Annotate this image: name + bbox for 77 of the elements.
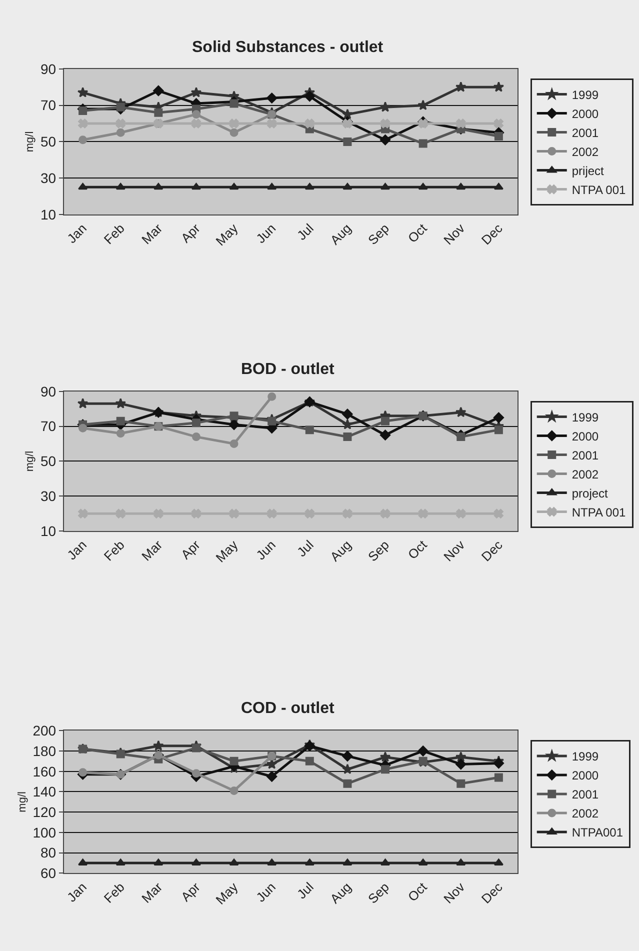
legend-label: project	[572, 486, 609, 500]
y-tick-label: 140	[32, 784, 56, 800]
x-tick-label: Oct	[404, 220, 430, 246]
x-tick-label: Aug	[327, 220, 354, 248]
x-tick-label: Oct	[404, 536, 430, 562]
x-tick-label: Nov	[440, 879, 468, 906]
legend-label: 2001	[572, 126, 599, 140]
y-tick-label: 100	[32, 824, 56, 840]
legend-label: 1999	[572, 750, 599, 764]
x-tick-label: Aug	[327, 537, 354, 564]
y-tick-label: 180	[32, 742, 56, 759]
legend-label: 2002	[572, 467, 599, 482]
y-tick-label: 200	[32, 722, 56, 739]
legend-label: 2002	[572, 806, 599, 821]
y-tick-label: 70	[40, 97, 56, 114]
x-tick-label: Jul	[294, 879, 316, 902]
y-tick-label: 120	[32, 804, 56, 820]
y-tick-label: 10	[40, 522, 56, 539]
x-tick-label: May	[212, 536, 242, 566]
x-tick-label: Dec	[478, 879, 506, 906]
x-tick-label: May	[212, 220, 242, 249]
y-tick-label: 30	[40, 170, 56, 186]
chart-title: COD - outlet	[241, 700, 335, 717]
legend-label: NTPA 001	[572, 182, 626, 197]
legend-label: NTPA 001	[572, 505, 626, 520]
legend-label: priject	[572, 164, 605, 178]
legend-label: 2000	[572, 429, 599, 444]
x-tick-label: Jul	[294, 220, 316, 244]
x-tick-label: Nov	[440, 536, 468, 564]
y-tick-label: 160	[32, 763, 56, 780]
x-tick-label: Feb	[100, 879, 128, 906]
x-tick-label: Jan	[64, 879, 90, 905]
legend-label: 1999	[572, 410, 599, 424]
x-tick-label: Nov	[440, 220, 468, 248]
x-tick-label: Jul	[294, 537, 316, 560]
legend-label: 2002	[572, 144, 599, 159]
x-tick-label: Jun	[253, 220, 279, 246]
y-tick-label: 90	[40, 383, 56, 400]
legend-label: 2000	[572, 768, 599, 783]
x-tick-label: Jan	[64, 220, 90, 246]
x-tick-label: Mar	[138, 878, 166, 906]
x-tick-label: Mar	[138, 536, 166, 564]
chart-title: Solid Substances - outlet	[192, 39, 384, 56]
x-tick-label: Feb	[100, 537, 128, 564]
y-tick-label: 60	[40, 865, 56, 882]
y-tick-label: 30	[40, 488, 56, 504]
x-tick-label: Apr	[178, 220, 204, 246]
y-axis-title: mg/l	[24, 450, 36, 472]
legend-label: 2000	[572, 106, 599, 121]
x-tick-label: Dec	[478, 536, 506, 564]
x-tick-label: Sep	[365, 879, 392, 906]
legend-label: 2001	[572, 788, 599, 802]
x-tick-label: Dec	[478, 220, 506, 248]
legend-label: NTPA001	[572, 826, 624, 840]
y-tick-label: 90	[40, 60, 56, 77]
y-tick-label: 50	[40, 453, 56, 470]
x-tick-label: Oct	[404, 879, 430, 904]
legend-label: 2001	[572, 448, 599, 462]
x-tick-label: Jan	[64, 537, 90, 563]
y-tick-label: 10	[40, 206, 56, 222]
y-tick-label: 80	[40, 844, 56, 861]
legend-label: 1999	[572, 88, 599, 102]
x-tick-label: Mar	[138, 220, 166, 248]
chart-title: BOD - outlet	[241, 361, 335, 378]
x-tick-label: Aug	[327, 879, 354, 906]
y-axis-title: mg/l	[24, 131, 36, 152]
x-tick-label: Sep	[365, 220, 392, 248]
x-tick-label: Sep	[365, 537, 392, 564]
x-tick-label: Jun	[253, 537, 279, 563]
x-tick-label: Apr	[178, 878, 204, 904]
x-tick-label: May	[212, 879, 242, 908]
y-axis-title: mg/l	[16, 792, 28, 812]
y-tick-label: 50	[40, 134, 56, 150]
x-tick-label: Jun	[253, 879, 279, 905]
x-tick-label: Feb	[100, 220, 128, 248]
y-tick-label: 70	[40, 418, 56, 434]
x-tick-label: Apr	[178, 536, 204, 562]
